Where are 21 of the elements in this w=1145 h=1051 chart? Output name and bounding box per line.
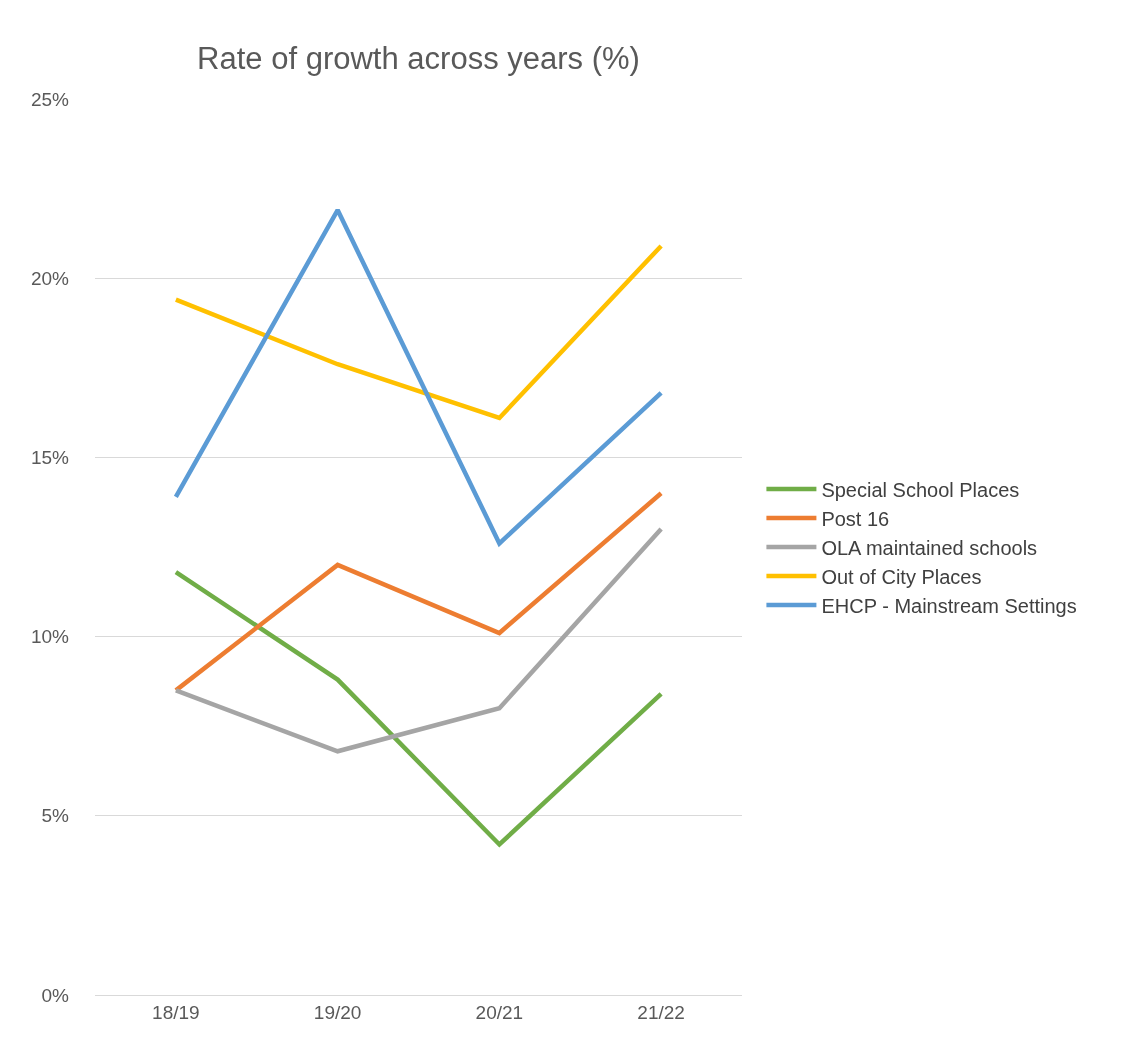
legend-label: Special School Places (821, 478, 1020, 501)
legend-label: Out of City Places (821, 565, 982, 588)
line-series (173, 207, 664, 546)
y-tick-label: 0% (41, 984, 70, 1006)
y-tick-label: 25% (30, 88, 70, 110)
y-tick-label: 20% (30, 267, 70, 289)
line-series (173, 526, 664, 754)
x-tick-label: 18/19 (152, 1001, 200, 1023)
chart-title: Rate of growth across years (%) (197, 40, 640, 76)
y-tick-label: 15% (30, 447, 70, 469)
line-series (173, 569, 664, 847)
x-tick-label: 20/21 (475, 1001, 524, 1023)
x-tick-label: 21/22 (637, 1001, 685, 1023)
x-tick-label: 19/20 (313, 1001, 362, 1023)
legend-label: EHCP - Mainstream Settings (821, 594, 1077, 617)
line-series (173, 243, 664, 421)
legend-label: Post 16 (821, 507, 890, 530)
legend-label: OLA maintained schools (821, 536, 1038, 559)
line-series (173, 490, 664, 693)
y-tick-label: 5% (41, 805, 70, 827)
y-tick-label: 10% (30, 626, 70, 648)
